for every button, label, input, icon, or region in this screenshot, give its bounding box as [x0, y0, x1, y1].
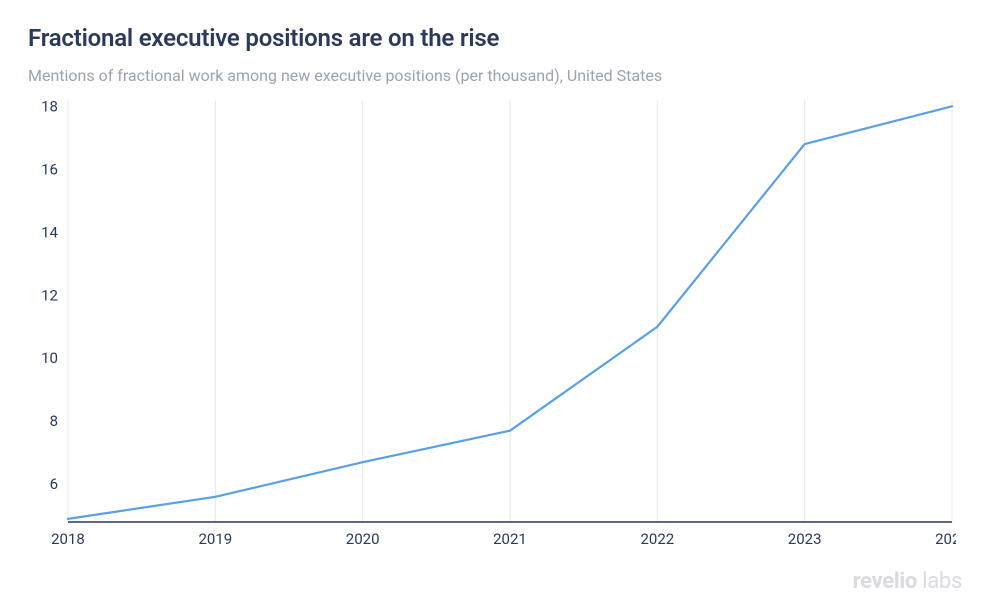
y-axis: 6 8 10 12 14 16 18 [41, 97, 58, 493]
watermark-bold: revelio [853, 569, 917, 594]
grid [68, 100, 952, 522]
y-tick-label: 16 [41, 160, 58, 178]
watermark: revelio labs [853, 569, 962, 594]
x-tick-label: 2020 [346, 530, 380, 548]
y-tick-label: 6 [50, 475, 58, 493]
line-chart-svg: 6 8 10 12 14 16 18 2018 2019 2020 2021 2022 2023 202… [28, 96, 956, 552]
x-axis: 2018 2019 2020 2021 2022 2023 2024 [51, 530, 956, 548]
x-tick-label: 2022 [640, 530, 674, 548]
x-tick-label: 2018 [51, 530, 85, 548]
chart-title: Fractional executive positions are on th… [28, 24, 956, 52]
chart-page: Fractional executive positions are on th… [0, 0, 984, 600]
y-tick-label: 12 [41, 286, 58, 304]
y-tick-label: 18 [41, 97, 58, 115]
x-tick-label: 2021 [493, 530, 527, 548]
watermark-light: labs [917, 569, 962, 594]
x-tick-label: 2019 [198, 530, 232, 548]
chart-subtitle: Mentions of fractional work among new ex… [28, 66, 956, 85]
y-tick-label: 8 [50, 412, 58, 430]
x-tick-label: 2024 [935, 530, 956, 548]
y-tick-label: 10 [41, 349, 58, 367]
y-tick-label: 14 [41, 223, 58, 241]
chart-area: 6 8 10 12 14 16 18 2018 2019 2020 2021 2022 2023 202… [28, 96, 956, 552]
x-tick-label: 2023 [788, 530, 822, 548]
